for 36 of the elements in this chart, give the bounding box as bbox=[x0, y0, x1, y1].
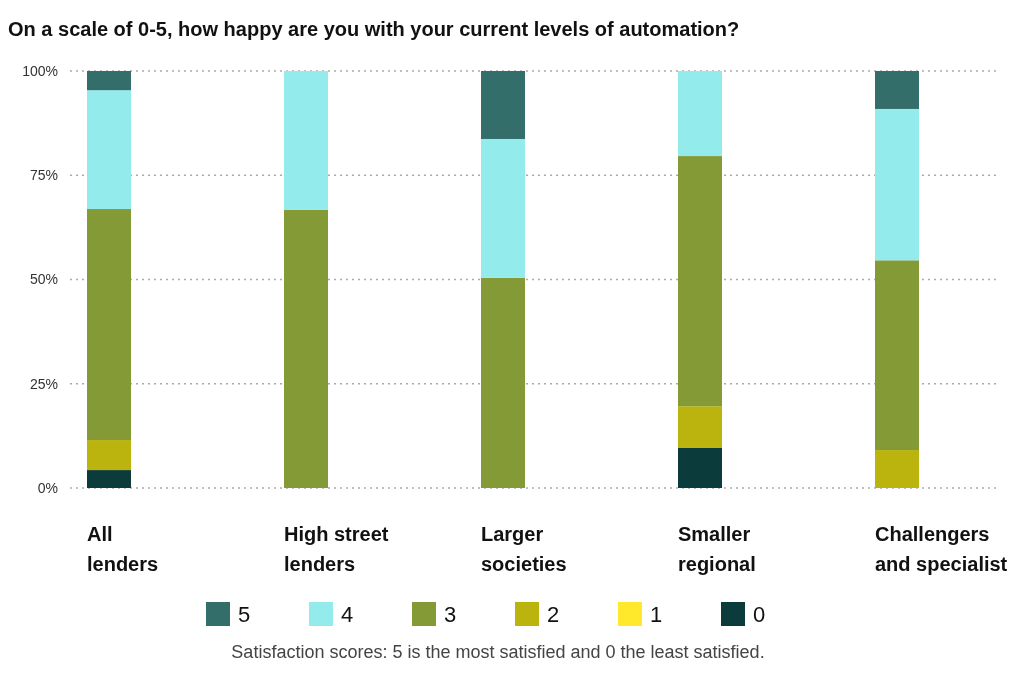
bar bbox=[678, 156, 722, 407]
bar bbox=[87, 90, 131, 210]
y-tick-label: 100% bbox=[22, 62, 58, 79]
bar bbox=[875, 450, 919, 488]
y-tick-label: 50% bbox=[29, 271, 58, 288]
legend-label: 1 bbox=[650, 601, 663, 627]
x-tick-label: Challengers and specialist bbox=[875, 523, 1008, 575]
legend-label: 5 bbox=[238, 601, 251, 627]
x-tick-label: Larger societies bbox=[481, 523, 567, 575]
bar bbox=[481, 71, 525, 139]
legend-label: 3 bbox=[444, 601, 457, 627]
legend-label: 4 bbox=[341, 601, 354, 627]
x-tick-label: All lenders bbox=[87, 523, 159, 575]
chart-title: On a scale of 0-5, how happy are you with your current levels of automation? bbox=[8, 18, 740, 40]
bar bbox=[481, 277, 525, 488]
y-tick-label: 0% bbox=[37, 479, 58, 496]
bar bbox=[678, 406, 722, 448]
bar bbox=[87, 470, 131, 488]
y-tick-label: 75% bbox=[29, 167, 58, 184]
bar bbox=[678, 447, 722, 488]
legend-label: 0 bbox=[753, 601, 766, 627]
y-tick-label: 25% bbox=[29, 375, 58, 392]
bar bbox=[87, 209, 131, 441]
bar bbox=[875, 260, 919, 451]
bar bbox=[284, 209, 328, 488]
bar bbox=[284, 71, 328, 210]
x-tick-label: Smaller regional bbox=[678, 523, 756, 575]
bar bbox=[875, 108, 919, 261]
x-tick-label: High street lenders bbox=[284, 523, 389, 575]
bar bbox=[481, 138, 525, 278]
bar bbox=[875, 71, 919, 109]
bar bbox=[87, 440, 131, 471]
bar bbox=[87, 71, 131, 91]
text: Satisfaction scores: 5 is the most satisfied and 0 the least satisfied. bbox=[231, 642, 765, 662]
legend-label: 2 bbox=[547, 601, 560, 627]
bar bbox=[678, 71, 722, 157]
